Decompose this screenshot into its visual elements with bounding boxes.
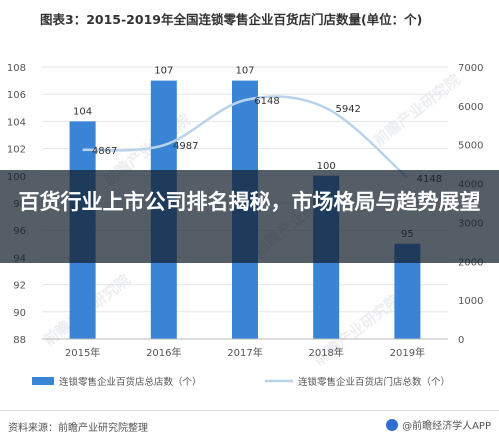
line-data-label: 5942 bbox=[335, 104, 360, 115]
line-data-label: 4987 bbox=[173, 141, 198, 152]
y-tick-label: 92 bbox=[13, 281, 26, 292]
bar-data-label: 100 bbox=[317, 161, 336, 172]
legend-label-bar: 连锁零售企业百货店总店数（个） bbox=[59, 376, 202, 388]
y-tick-label: 88 bbox=[13, 335, 26, 346]
bar-data-label: 107 bbox=[154, 66, 173, 77]
y2-tick-label: 5000 bbox=[458, 141, 483, 152]
chart-header: 图表3：2015-2019年全国连锁零售企业百货店门店数量(单位：个) bbox=[0, 0, 499, 34]
x-tick-label: 2019年 bbox=[390, 346, 425, 359]
x-tick-label: 2015年 bbox=[65, 346, 100, 359]
watermark-text: 前瞻产业研究院 bbox=[370, 71, 464, 150]
y2-tick-label: 1000 bbox=[458, 296, 483, 307]
source-note: 资料来源：前瞻产业研究院整理 bbox=[8, 423, 148, 434]
y2-tick-label: 0 bbox=[458, 335, 464, 346]
line-data-label: 4867 bbox=[92, 146, 117, 157]
bar-data-label: 107 bbox=[235, 66, 254, 77]
line-series bbox=[82, 95, 409, 179]
brand-logo-icon bbox=[386, 418, 399, 431]
brand-mark: @前瞻经济学人APP bbox=[386, 417, 491, 432]
y-tick-label: 108 bbox=[7, 63, 26, 74]
y-tick-label: 106 bbox=[7, 90, 26, 101]
y-tick-label: 104 bbox=[7, 117, 26, 128]
y-tick-label: 90 bbox=[13, 308, 26, 319]
x-tick-label: 2016年 bbox=[146, 346, 181, 359]
legend-label-line: 连锁零售企业百货店门店总数（个） bbox=[298, 376, 450, 388]
footer: 资料来源：前瞻产业研究院整理 @前瞻经济学人APP bbox=[0, 410, 499, 440]
chart-title: 图表3：2015-2019年全国连锁零售企业百货店门店数量(单位：个) bbox=[40, 12, 423, 27]
bar-data-label: 104 bbox=[73, 106, 92, 117]
x-tick-label: 2017年 bbox=[227, 346, 262, 359]
y2-tick-label: 6000 bbox=[458, 102, 483, 113]
line-data-label: 6148 bbox=[254, 96, 279, 107]
brand-label: @前瞻经济学人APP bbox=[402, 421, 491, 432]
x-tick-label: 2018年 bbox=[308, 346, 343, 359]
legend-swatch-bar bbox=[32, 377, 54, 385]
y2-tick-label: 7000 bbox=[458, 63, 483, 74]
y-tick-label: 102 bbox=[7, 145, 26, 156]
overlay-banner bbox=[0, 170, 499, 263]
overlay-headline: 百货行业上市公司排名揭秘，市场格局与趋势展望 bbox=[18, 190, 481, 214]
